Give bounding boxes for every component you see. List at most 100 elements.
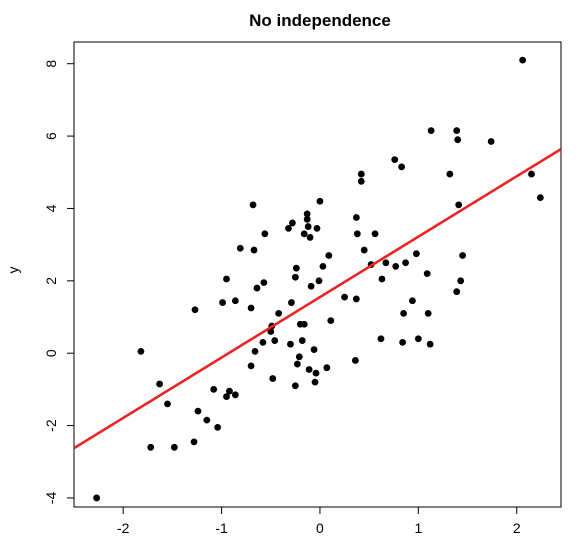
data-point: [214, 423, 222, 431]
data-point: [287, 340, 294, 348]
data-point: [307, 282, 315, 290]
x-tick-label: 0: [316, 520, 324, 536]
data-point: [357, 170, 365, 178]
data-point: [319, 262, 327, 270]
data-point: [288, 299, 295, 306]
data-point: [341, 293, 348, 301]
data-point: [223, 275, 230, 283]
data-point: [315, 277, 323, 285]
data-point: [259, 338, 267, 346]
data-point: [313, 224, 321, 232]
data-point: [293, 360, 301, 368]
y-tick-label: -2: [43, 419, 59, 432]
data-point: [316, 197, 324, 205]
data-point: [412, 250, 420, 258]
regression-line-group: [74, 147, 561, 450]
y-axis-label: y: [5, 267, 21, 274]
y-tick-label: 4: [43, 204, 59, 212]
data-point: [327, 317, 335, 325]
data-point: [352, 214, 360, 221]
data-point: [236, 244, 244, 252]
data-point: [382, 259, 390, 267]
data-point: [291, 382, 299, 390]
x-tick-label: 1: [414, 520, 422, 536]
data-point: [269, 375, 277, 382]
data-point: [454, 136, 462, 144]
data-point: [223, 393, 230, 401]
x-tick-label: -2: [117, 520, 130, 536]
data-point: [536, 194, 544, 202]
y-tick-label: 6: [43, 132, 59, 140]
chart-title: No independence: [249, 11, 391, 30]
data-point: [459, 252, 467, 259]
data-point: [250, 246, 258, 254]
data-point: [353, 230, 361, 238]
y-tick-label: 0: [43, 349, 59, 357]
data-point: [194, 407, 202, 415]
data-point: [426, 340, 434, 348]
data-point: [304, 223, 312, 230]
data-point: [170, 443, 178, 451]
data-point: [402, 259, 409, 267]
data-point: [226, 387, 233, 395]
y-axis: -4 -2 0 2 4 6 8: [43, 60, 74, 505]
data-point: [147, 443, 155, 451]
data-point: [156, 380, 163, 388]
data-points: [93, 56, 544, 502]
data-point: [289, 219, 296, 227]
data-point: [455, 201, 463, 209]
data-point: [261, 230, 269, 238]
data-point: [453, 288, 461, 296]
data-point: [351, 357, 359, 364]
data-point: [414, 335, 422, 343]
data-point: [446, 170, 454, 178]
data-point: [93, 494, 101, 502]
data-point: [247, 362, 255, 370]
data-point: [249, 201, 257, 209]
data-point: [247, 304, 255, 312]
data-point: [231, 391, 239, 399]
y-tick-label: 2: [43, 277, 59, 285]
data-point: [392, 262, 400, 270]
data-point: [219, 299, 226, 306]
data-point: [424, 310, 432, 317]
regression-line: [74, 147, 561, 450]
data-point: [453, 127, 461, 135]
data-point: [377, 335, 385, 343]
data-point: [295, 353, 303, 361]
data-point: [457, 277, 465, 285]
data-point: [271, 337, 279, 344]
data-point: [203, 416, 211, 424]
data-point: [210, 385, 218, 393]
y-tick-label: -4: [43, 492, 59, 505]
data-point: [409, 297, 416, 305]
data-point: [303, 210, 311, 218]
data-point: [164, 400, 171, 408]
data-point: [399, 338, 407, 346]
data-point: [305, 366, 313, 373]
data-point: [352, 295, 360, 303]
data-point: [360, 246, 368, 254]
data-point: [231, 297, 239, 305]
data-point: [378, 275, 386, 283]
data-point: [310, 346, 318, 353]
data-point: [391, 156, 399, 164]
data-point: [400, 310, 407, 317]
data-point: [137, 347, 145, 355]
data-point: [190, 438, 198, 446]
data-point: [311, 378, 319, 386]
x-tick-label: 2: [513, 520, 521, 536]
plot-area: [73, 41, 562, 508]
data-point: [398, 163, 406, 171]
data-point: [275, 310, 283, 317]
data-point: [260, 279, 268, 287]
data-point: [519, 56, 527, 64]
data-point: [253, 284, 261, 292]
y-tick-label: 8: [43, 60, 59, 68]
data-point: [303, 215, 311, 223]
data-point: [528, 170, 535, 178]
data-point: [285, 224, 292, 232]
data-point: [423, 270, 431, 277]
data-point: [292, 264, 300, 272]
